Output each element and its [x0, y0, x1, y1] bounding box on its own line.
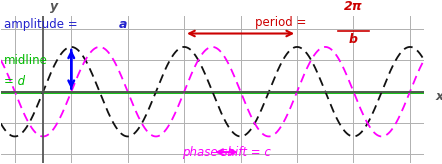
Text: amplitude =: amplitude =: [4, 18, 81, 31]
Text: y: y: [50, 0, 58, 13]
Text: a: a: [119, 18, 128, 31]
Text: x: x: [435, 90, 442, 103]
Text: midline: midline: [4, 54, 47, 67]
Text: 2π: 2π: [344, 0, 363, 13]
Text: = d: = d: [4, 75, 25, 88]
Text: b: b: [349, 33, 358, 46]
Text: phase shift = c: phase shift = c: [182, 146, 271, 159]
Text: period =: period =: [255, 16, 310, 29]
